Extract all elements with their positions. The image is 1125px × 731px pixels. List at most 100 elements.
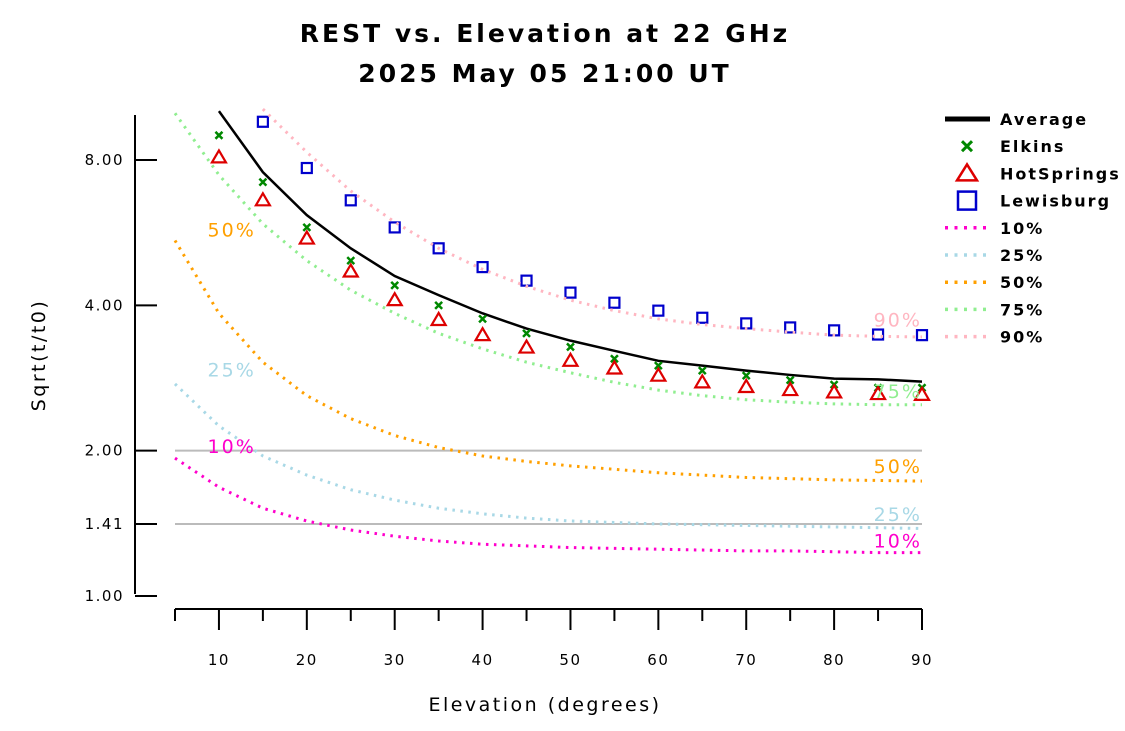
series-layer	[173, 107, 931, 555]
legend-label: 50%	[1000, 273, 1044, 292]
point-lewisburg	[476, 261, 489, 274]
series-lewisburg	[256, 115, 929, 342]
point-hotsprings	[737, 377, 756, 394]
point-elkins	[434, 300, 444, 310]
reference-lines	[175, 449, 922, 525]
x-tick-label: 40	[472, 651, 494, 669]
legend-item-hotsprings: HotSprings	[954, 162, 1121, 183]
series-line-50pct	[173, 239, 923, 483]
legend-label: Lewisburg	[1000, 192, 1111, 211]
legend-label: Elkins	[1000, 137, 1065, 156]
point-elkins	[302, 223, 312, 232]
point-lewisburg	[652, 304, 665, 317]
point-elkins	[741, 371, 751, 381]
legend-swatch	[960, 140, 974, 153]
x-axis-ticks: 10 20 30 40 50 60 70 80 90	[174, 609, 933, 669]
series-line-25pct	[173, 382, 923, 530]
series-50pct	[173, 239, 923, 483]
point-hotsprings	[869, 384, 887, 401]
legend-label: 10%	[1000, 219, 1044, 238]
x-tick-label: 30	[384, 651, 406, 669]
curve-labels: 50% 25% 10% 90% 75% 50% 25% 10%	[208, 220, 922, 553]
x-tick-label: 60	[647, 651, 669, 669]
point-hotsprings	[210, 148, 228, 164]
point-elkins	[785, 375, 795, 385]
series-10pct	[174, 456, 922, 555]
point-lewisburg	[256, 115, 269, 128]
point-hotsprings	[385, 290, 404, 307]
point-lewisburg	[564, 286, 577, 299]
point-elkins	[653, 361, 663, 371]
x-tick-label: 80	[823, 651, 845, 669]
series-elkins	[214, 130, 927, 393]
point-lewisburg	[784, 321, 797, 334]
legend: Average Elkins HotSprings Lewisburg 10% 25% 50…	[945, 110, 1121, 347]
series-average	[217, 110, 923, 383]
point-lewisburg	[344, 194, 357, 207]
legend-item-10pct: 10%	[945, 219, 1044, 238]
series-line-10pct	[174, 456, 922, 555]
y-axis-label: Sqrt(t/t0)	[28, 299, 50, 412]
point-lewisburg	[520, 274, 533, 287]
y-axis-ticks: 1.00 1.41 2.00 4.00 8.00	[85, 151, 157, 605]
legend-item-50pct: 50%	[945, 273, 1044, 292]
curve-label-75pct: 75%	[874, 381, 922, 403]
series-25pct	[173, 382, 923, 530]
chart-subtitle: 2025 May 05 21:00 UT	[358, 59, 731, 88]
point-hotsprings	[429, 310, 448, 327]
point-elkins	[610, 354, 619, 364]
x-tick-label: 50	[559, 651, 581, 669]
series-line-90pct	[261, 107, 923, 339]
series-90pct	[261, 107, 923, 339]
point-elkins	[522, 328, 531, 338]
point-hotsprings	[693, 373, 712, 389]
point-elkins	[214, 130, 224, 140]
chart-title: REST vs. Elevation at 22 GHz	[300, 19, 790, 48]
point-lewisburg	[740, 317, 753, 330]
legend-label: 75%	[1000, 300, 1044, 319]
point-hotsprings	[605, 359, 624, 375]
legend-item-25pct: 25%	[945, 246, 1042, 265]
legend-label: HotSprings	[1000, 164, 1121, 183]
point-lewisburg	[432, 242, 445, 255]
curve-label-25pct: 25%	[208, 359, 256, 381]
point-lewisburg	[871, 328, 885, 341]
point-elkins	[478, 314, 487, 324]
point-elkins	[390, 280, 400, 290]
legend-swatch	[956, 190, 978, 211]
y-tick-label: 1.00	[85, 587, 124, 605]
curve-label-50pct: 50%	[874, 456, 922, 478]
point-hotsprings	[913, 385, 931, 401]
point-lewisburg	[388, 221, 401, 234]
legend-item-90pct: 90%	[945, 328, 1042, 347]
point-elkins	[566, 342, 575, 352]
curve-label-50pct: 50%	[208, 220, 256, 242]
curve-label-10pct: 10%	[874, 531, 922, 553]
series-line-average	[217, 110, 923, 383]
y-tick-label: 4.00	[85, 296, 124, 314]
point-hotsprings	[473, 325, 492, 342]
x-axis-label: Elevation (degrees)	[428, 694, 661, 716]
series-hotsprings	[210, 148, 931, 401]
legend-item-average: Average	[945, 110, 1088, 129]
point-hotsprings	[825, 383, 844, 399]
x-tick-label: 20	[296, 651, 318, 669]
y-tick-label: 2.00	[85, 442, 124, 460]
point-hotsprings	[297, 229, 316, 245]
point-hotsprings	[517, 338, 536, 354]
legend-swatch	[954, 162, 980, 182]
point-lewisburg	[300, 161, 313, 175]
x-tick-label: 90	[911, 651, 933, 669]
point-lewisburg	[915, 329, 929, 342]
point-hotsprings	[649, 366, 668, 382]
point-elkins	[258, 177, 268, 187]
point-lewisburg	[608, 296, 621, 309]
point-hotsprings	[781, 380, 800, 397]
legend-label: Average	[1000, 110, 1088, 129]
legend-item-lewisburg: Lewisburg	[956, 190, 1111, 211]
y-tick-label: 8.00	[85, 151, 124, 169]
point-hotsprings	[341, 262, 360, 278]
x-tick-label: 70	[735, 651, 757, 669]
point-elkins	[346, 256, 356, 266]
